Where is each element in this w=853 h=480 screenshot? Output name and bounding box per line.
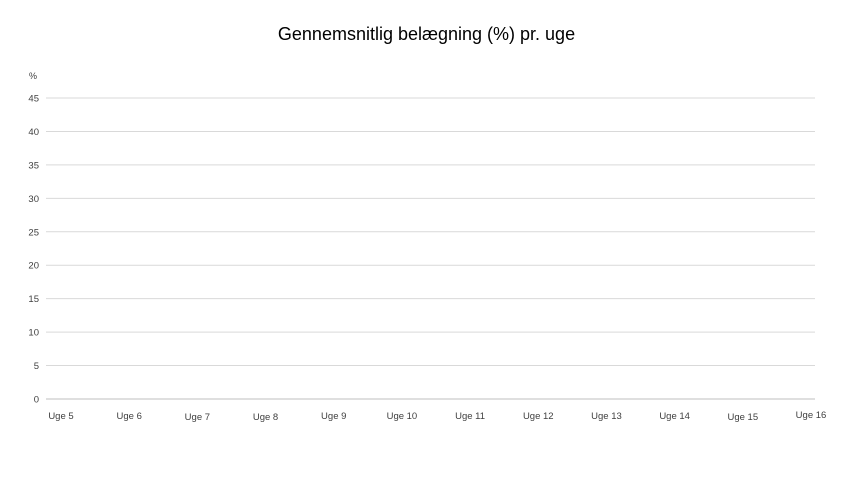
y-tick-label: 5	[34, 361, 39, 372]
x-tick-label: Uge 10	[387, 411, 418, 422]
x-tick-label: Uge 15	[727, 412, 758, 423]
y-tick-label: 25	[28, 227, 39, 238]
chart-title: Gennemsnitlig belægning (%) pr. uge	[277, 24, 576, 44]
y-axis-ticks: 0 5 10 15 20 25 30 35 40 45	[28, 94, 39, 406]
y-axis-unit-label: %	[29, 71, 37, 81]
y-tick-label: 45	[28, 94, 39, 105]
y-tick-label: 30	[28, 194, 39, 205]
x-tick-label: Uge 13	[591, 411, 622, 422]
y-tick-label: 10	[28, 328, 39, 339]
x-tick-label: Uge 14	[659, 411, 690, 422]
x-tick-label: Uge 9	[321, 411, 346, 422]
y-tick-label: 15	[28, 294, 39, 305]
y-tick-label: 0	[34, 395, 39, 406]
gridlines	[46, 97, 815, 400]
x-tick-label: Uge 11	[455, 411, 485, 422]
x-tick-label: Uge 6	[117, 411, 142, 422]
x-tick-label: Uge 8	[253, 412, 278, 423]
x-tick-label: Uge 12	[523, 411, 554, 422]
x-axis-ticks: Uge 5 Uge 6 Uge 7 Uge 8 Uge 9 Uge 10 Uge 11 Uge…	[48, 410, 826, 423]
x-tick-label: Uge 7	[185, 412, 210, 423]
x-tick-label: Uge 16	[796, 410, 827, 421]
y-tick-label: 20	[28, 261, 39, 272]
x-tick-label: Uge 5	[48, 411, 73, 422]
y-tick-label: 35	[28, 160, 39, 171]
y-tick-label: 40	[28, 127, 39, 138]
